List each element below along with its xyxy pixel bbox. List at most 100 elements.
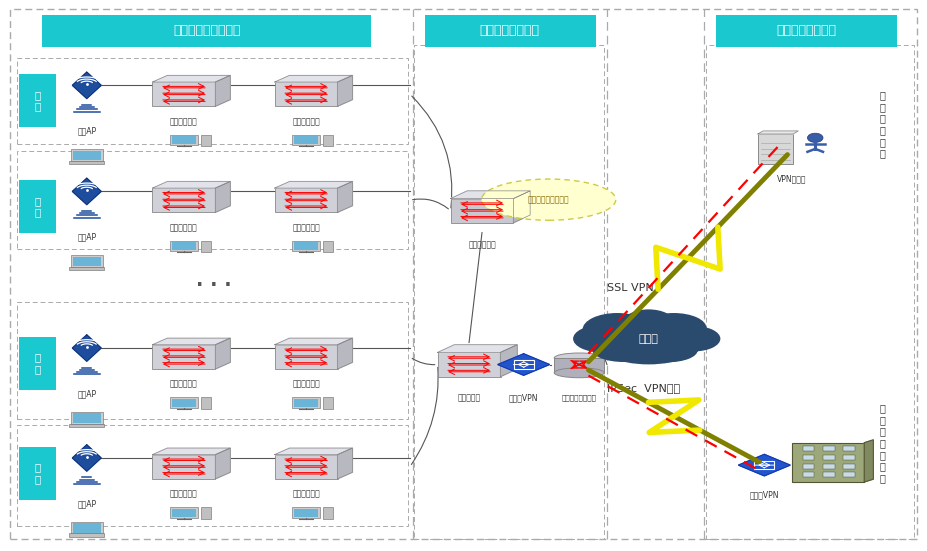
Bar <box>425 15 596 47</box>
Bar <box>514 360 534 369</box>
Bar <box>294 509 318 517</box>
Bar <box>414 45 604 539</box>
Bar <box>18 302 408 419</box>
Text: 总部大楼核心机房: 总部大楼核心机房 <box>480 24 540 37</box>
Text: 接入层交换机: 接入层交换机 <box>170 490 197 499</box>
Bar <box>153 455 215 479</box>
Text: 核心交换机: 核心交换机 <box>458 393 480 402</box>
Bar <box>823 472 834 477</box>
Bar <box>803 455 815 460</box>
Polygon shape <box>153 448 230 455</box>
Polygon shape <box>215 448 230 479</box>
Polygon shape <box>337 75 352 106</box>
Bar <box>844 463 855 469</box>
Polygon shape <box>72 335 101 361</box>
Bar <box>153 82 215 106</box>
Polygon shape <box>215 75 230 106</box>
Text: 接入层交换机: 接入层交换机 <box>170 117 197 126</box>
Bar <box>823 446 834 451</box>
Text: 接入层交换机: 接入层交换机 <box>170 380 197 389</box>
Text: 接入层交换机: 接入层交换机 <box>292 223 320 232</box>
Bar <box>170 507 197 517</box>
Bar <box>171 136 197 144</box>
Bar <box>200 507 211 519</box>
Text: 接入层交换机: 接入层交换机 <box>292 380 320 389</box>
Polygon shape <box>438 345 517 353</box>
Bar <box>274 345 337 369</box>
Text: 总部大楼各楼层机房: 总部大楼各楼层机房 <box>173 24 241 37</box>
Bar <box>323 134 334 147</box>
Bar <box>19 447 57 500</box>
Bar <box>73 413 101 423</box>
Polygon shape <box>739 455 790 476</box>
Bar <box>171 242 197 250</box>
Bar <box>323 241 334 252</box>
Bar <box>294 136 318 144</box>
Bar <box>18 425 408 526</box>
Polygon shape <box>153 181 230 188</box>
Bar <box>71 412 103 424</box>
Text: 各分支机构或店面: 各分支机构或店面 <box>776 24 836 37</box>
Text: . . .: . . . <box>196 272 232 290</box>
Bar <box>71 522 103 533</box>
Bar <box>43 15 371 47</box>
Bar <box>844 455 855 460</box>
Bar <box>554 358 604 373</box>
Bar <box>803 463 815 469</box>
Bar <box>170 397 197 408</box>
Polygon shape <box>153 338 230 345</box>
Polygon shape <box>864 440 873 482</box>
Bar <box>70 267 104 270</box>
Text: 无线AP: 无线AP <box>77 126 96 136</box>
Bar <box>170 241 197 251</box>
Bar <box>792 442 864 482</box>
Text: VPN客户端: VPN客户端 <box>778 175 806 184</box>
Bar <box>171 509 197 517</box>
Bar <box>292 397 320 408</box>
Text: 接入层交换机: 接入层交换机 <box>170 223 197 232</box>
Polygon shape <box>274 181 352 188</box>
Bar <box>755 461 774 469</box>
Text: 大
中
型
分
支
机
构: 大 中 型 分 支 机 构 <box>880 403 885 483</box>
Bar <box>823 463 834 469</box>
Bar <box>292 134 320 145</box>
Polygon shape <box>758 131 798 134</box>
Bar <box>274 82 337 106</box>
Polygon shape <box>215 338 230 369</box>
Polygon shape <box>337 448 352 479</box>
Bar <box>292 241 320 251</box>
Ellipse shape <box>592 313 705 364</box>
Bar <box>71 149 103 161</box>
Text: 二
层: 二 层 <box>34 353 41 374</box>
Polygon shape <box>514 191 530 223</box>
Bar <box>70 533 104 537</box>
Polygon shape <box>337 338 352 369</box>
Ellipse shape <box>481 179 616 220</box>
Bar <box>844 472 855 477</box>
Ellipse shape <box>582 313 652 346</box>
Polygon shape <box>215 181 230 212</box>
Ellipse shape <box>573 325 629 352</box>
Polygon shape <box>153 75 230 82</box>
Text: 防火墙VPN: 防火墙VPN <box>509 393 539 402</box>
Text: 接入层交换机: 接入层交换机 <box>292 490 320 499</box>
Ellipse shape <box>637 338 698 363</box>
Bar <box>70 424 104 426</box>
Text: 接入层交换机: 接入层交换机 <box>292 117 320 126</box>
Polygon shape <box>274 75 352 82</box>
Bar <box>294 242 318 250</box>
Ellipse shape <box>641 313 706 343</box>
Polygon shape <box>337 181 352 212</box>
Bar <box>18 152 408 249</box>
Bar <box>73 523 101 533</box>
Bar <box>170 134 197 145</box>
Text: 无线AP: 无线AP <box>77 499 96 508</box>
Bar <box>73 257 101 266</box>
Bar <box>823 455 834 460</box>
Ellipse shape <box>624 309 674 335</box>
Polygon shape <box>274 448 352 455</box>
Text: SSL VPN: SSL VPN <box>607 283 654 293</box>
Text: 汇聚层路由机: 汇聚层路由机 <box>468 240 496 249</box>
Bar <box>706 45 914 539</box>
Text: 园区其它区域局域网: 园区其它区域局域网 <box>527 195 569 204</box>
